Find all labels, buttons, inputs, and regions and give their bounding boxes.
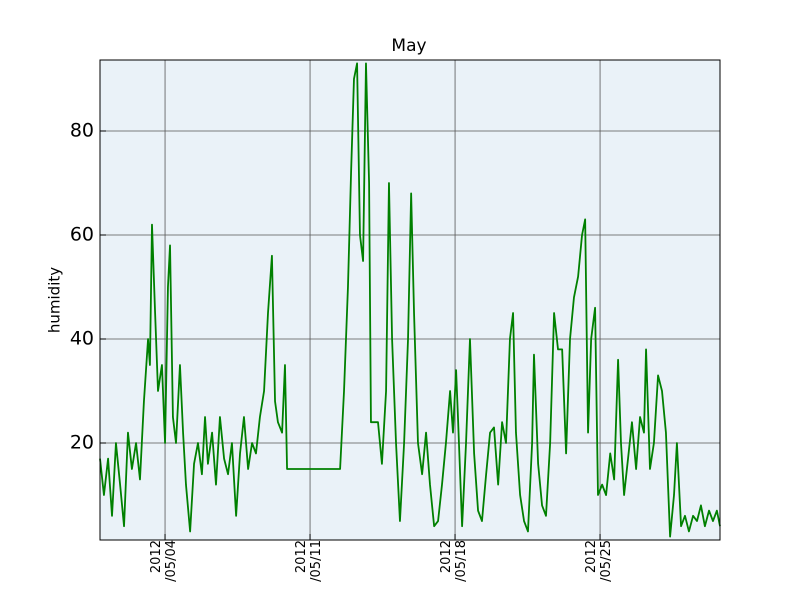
- plot-frame: [99, 59, 721, 541]
- x-tick-label: 2012 /05/25: [584, 540, 615, 582]
- data-line: [99, 62, 721, 538]
- x-tick-label: 2012 /05/11: [294, 540, 325, 582]
- chart-title: May: [391, 36, 426, 56]
- x-tick-label: 2012 /05/18: [439, 540, 470, 582]
- y-axis-label: humidity: [46, 267, 64, 333]
- y-tick-label: 60: [70, 223, 94, 245]
- y-tick-label: 40: [70, 328, 94, 350]
- x-tick-label: 2012 /05/04: [149, 540, 180, 582]
- y-tick-label: 20: [70, 432, 94, 454]
- y-tick-label: 80: [70, 119, 94, 141]
